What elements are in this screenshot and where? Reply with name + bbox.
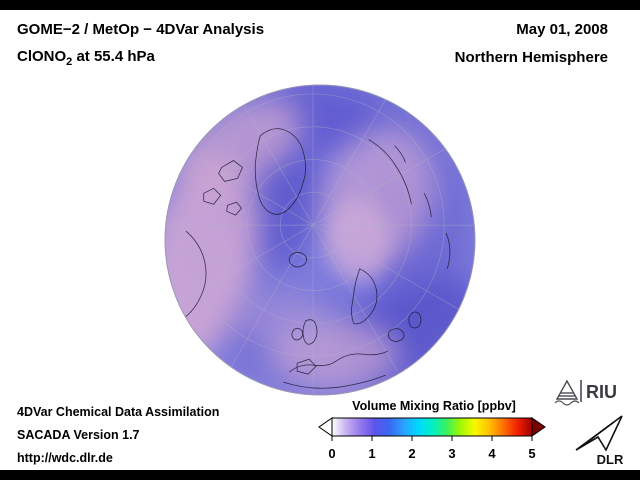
- riu-logo: RIU: [554, 379, 617, 406]
- top-border-bar: [0, 0, 640, 10]
- riu-wordmark: RIU: [586, 382, 617, 402]
- hemisphere-label: Northern Hemisphere: [454, 49, 608, 66]
- colorbar: 0 1 2 3 4 5: [318, 417, 546, 461]
- tick-4: 4: [488, 446, 496, 461]
- dlr-logo: DLR: [575, 415, 624, 466]
- colorbar-gradient-bar: [331, 417, 533, 437]
- colorbar-tick-labels: 0 1 2 3 4 5: [328, 446, 535, 461]
- version-label: SACADA Version 1.7: [17, 428, 140, 442]
- tick-1: 1: [368, 446, 375, 461]
- dlr-wordmark: DLR: [597, 452, 624, 466]
- date-label: May 01, 2008: [516, 21, 608, 38]
- header-right: May 01, 2008 Northern Hemisphere: [455, 16, 608, 72]
- colorbar-block: Volume Mixing Ratio [ppbv] 0 1 2 3 4 5: [318, 399, 550, 465]
- dlr-mark-icon: [575, 415, 623, 452]
- header-left: GOME−2 / MetOp − 4DVar Analysis ClONO2 a…: [17, 16, 264, 76]
- coastlines: [185, 128, 451, 389]
- pressure-level: at 55.4 hPa: [72, 48, 155, 65]
- url-label: http://wdc.dlr.de: [17, 451, 113, 465]
- colorbar-title: Volume Mixing Ratio [ppbv]: [352, 399, 516, 413]
- globe-rim: [164, 84, 476, 396]
- species-subscript: 2: [66, 56, 73, 68]
- tick-5: 5: [528, 446, 535, 461]
- species-level-subtitle: ClONO2 at 55.4 hPa: [17, 43, 264, 76]
- assimilation-label: 4DVar Chemical Data Assimilation: [17, 405, 220, 419]
- analysis-title: GOME−2 / MetOp − 4DVar Analysis: [17, 21, 265, 38]
- tick-0: 0: [328, 446, 335, 461]
- tick-2: 2: [408, 446, 415, 461]
- colorbar-tickmarks: [331, 436, 533, 441]
- tick-3: 3: [448, 446, 455, 461]
- graticule: [164, 84, 476, 395]
- bottom-border-bar: [0, 470, 640, 480]
- species-name: ClONO: [17, 48, 67, 65]
- colorbar-over-arrow: [531, 417, 546, 437]
- colorbar-under-arrow: [318, 417, 333, 437]
- hemisphere-map: [164, 84, 476, 396]
- riu-triangle-icon: [555, 379, 579, 400]
- footer-credits: 4DVar Chemical Data Assimilation SACADA …: [17, 401, 219, 470]
- mixing-ratio-field: [164, 84, 476, 396]
